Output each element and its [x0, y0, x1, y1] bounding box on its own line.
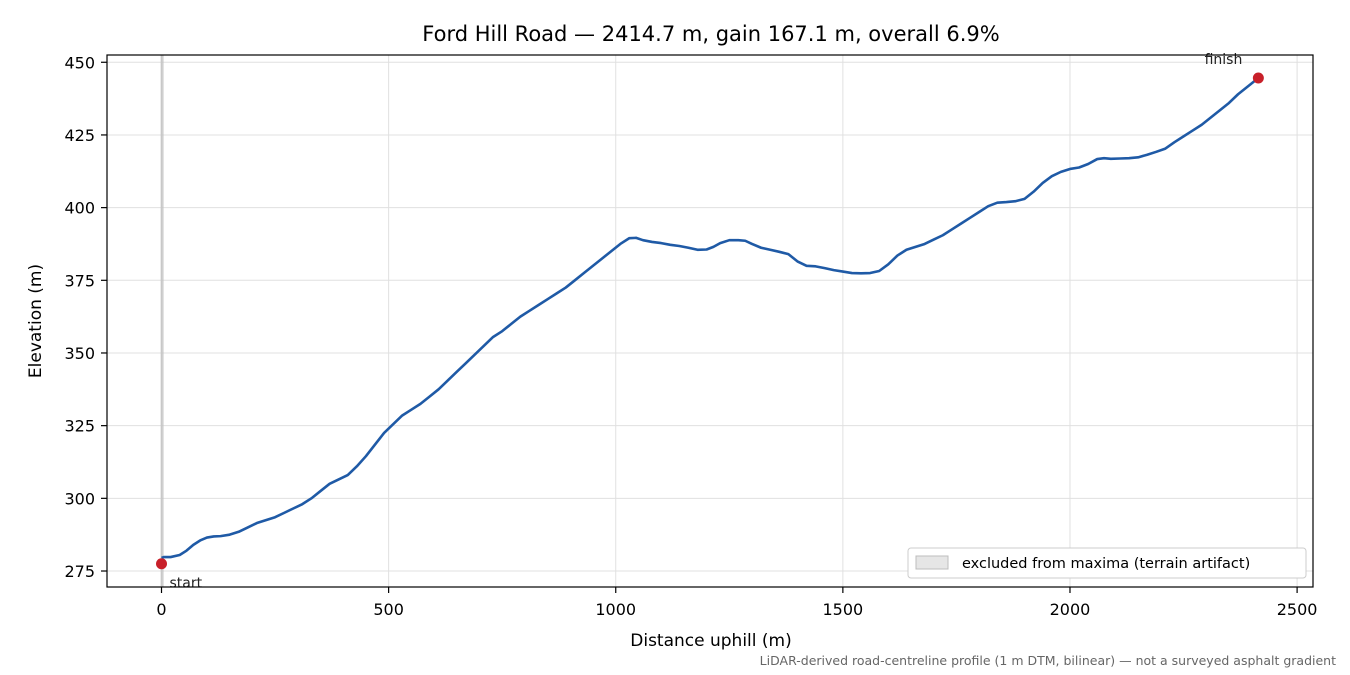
y-tick-label: 425	[64, 126, 95, 145]
finish-label: finish	[1205, 52, 1243, 68]
x-tick-label: 0	[156, 600, 166, 619]
x-tick-label: 2500	[1277, 600, 1318, 619]
y-tick-label: 350	[64, 344, 95, 363]
chart-title: Ford Hill Road — 2414.7 m, gain 167.1 m,…	[422, 22, 999, 46]
x-tick-label: 500	[373, 600, 404, 619]
y-tick-label: 300	[64, 489, 95, 508]
start-marker	[156, 558, 168, 570]
legend: excluded from maxima (terrain artifact)	[907, 547, 1307, 579]
y-axis-ticks: 275 300 325 350 375 400 425 450	[64, 53, 107, 581]
x-tick-label: 1500	[823, 600, 864, 619]
x-axis-label: Distance uphill (m)	[630, 631, 791, 651]
x-tick-label: 2000	[1050, 600, 1091, 619]
legend-swatch	[915, 555, 949, 570]
footnote: LiDAR-derived road-centreline profile (1…	[760, 653, 1336, 668]
legend-entry-excluded: excluded from maxima (terrain artifact)	[962, 556, 1250, 572]
elevation-profile-line	[161, 76, 1260, 560]
start-label: start	[170, 576, 203, 592]
y-axis-label: Elevation (m)	[26, 264, 46, 378]
y-tick-label: 400	[64, 199, 95, 218]
excluded-band	[160, 55, 164, 587]
y-tick-label: 375	[64, 271, 95, 290]
plot-frame	[106, 54, 1314, 588]
x-tick-label: 1000	[595, 600, 636, 619]
finish-marker	[1252, 72, 1264, 84]
y-tick-label: 275	[64, 562, 95, 581]
legend-box	[907, 547, 1307, 579]
y-tick-label: 325	[64, 417, 95, 436]
y-tick-label: 450	[64, 53, 95, 72]
x-axis-ticks: 0 500 1000 1500 2000 2500	[156, 587, 1317, 619]
